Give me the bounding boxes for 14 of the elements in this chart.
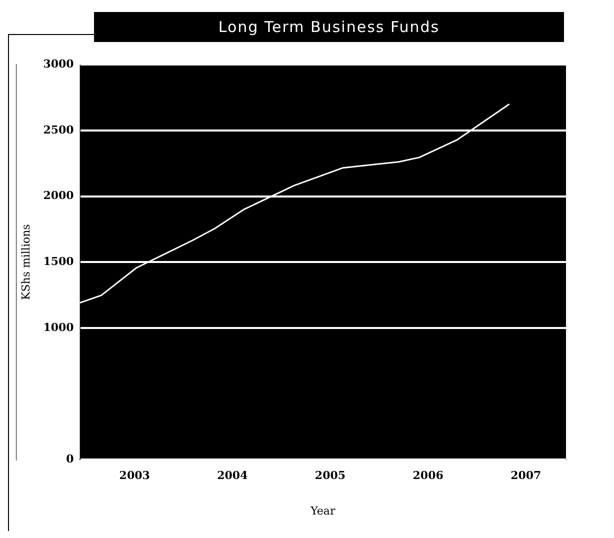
x-axis-title: Year [310, 504, 336, 518]
y-tick-label: 3000 [43, 57, 74, 70]
y-tick-label: 1500 [43, 254, 74, 268]
x-tick-label: 2003 [119, 469, 150, 482]
y-axis-title: KShs millions [19, 224, 32, 300]
chart-title: Long Term Business Funds [94, 12, 564, 42]
x-tick-label: 2006 [412, 469, 444, 482]
y-tick-label: 2000 [43, 189, 74, 202]
x-tick-label: 2005 [314, 469, 346, 482]
x-tick-label: 2004 [217, 469, 248, 482]
y-tick-label: 0 [66, 452, 74, 466]
y-tick-label: 1000 [43, 320, 74, 334]
y-tick-label: 2500 [43, 123, 74, 136]
x-tick-label: 2007 [510, 469, 542, 482]
